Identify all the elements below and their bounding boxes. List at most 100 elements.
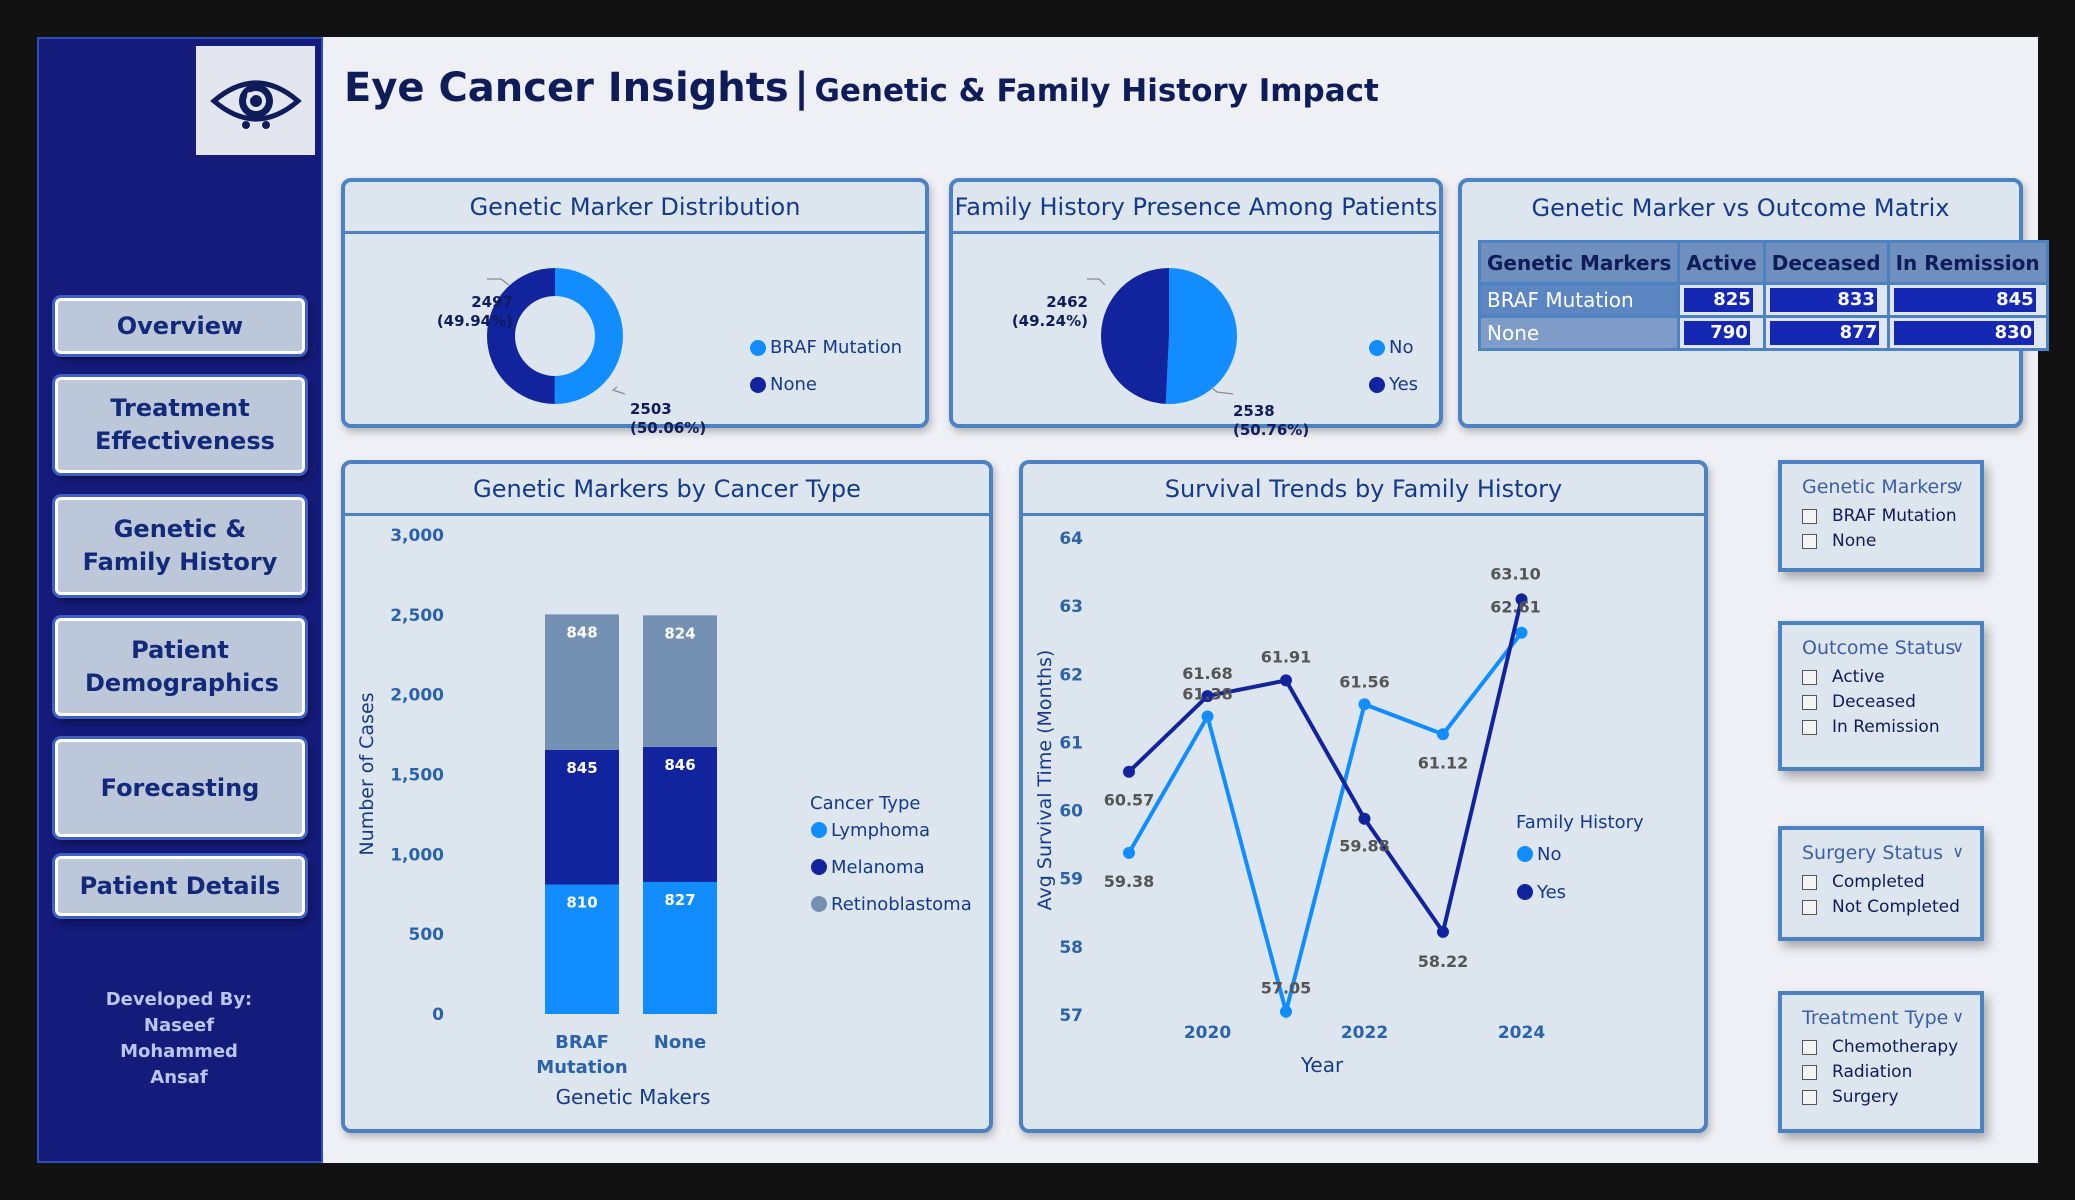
bar-data-label: 846 [664,756,695,774]
data-point[interactable] [1280,1005,1292,1018]
developer-name-1: Naseef [143,1015,215,1036]
checkbox[interactable] [1802,899,1817,915]
checkbox[interactable] [1802,508,1817,524]
legend-item-yes[interactable]: Yes [1536,882,1566,903]
nav-genetic-family-history[interactable]: Genetic & Family History [55,497,305,595]
slicer-title: Surgery Status [1802,842,1943,864]
bar-segment[interactable] [643,615,717,747]
checkbox[interactable] [1802,1039,1817,1055]
nav-overview[interactable]: Overview [55,298,305,354]
legend-braf[interactable]: BRAF Mutation [750,337,902,358]
legend-dot [811,896,827,912]
checkbox[interactable] [1802,694,1817,710]
data-point[interactable] [1123,846,1135,859]
data-point[interactable] [1280,674,1292,687]
slicer-option-active[interactable]: Active [1802,667,1885,687]
slicer-option-in-remission[interactable]: In Remission [1802,717,1940,737]
y-tick-label: 61 [1059,733,1083,753]
table-row[interactable]: BRAF Mutation 825 833 845 [1477,282,2049,318]
y-tick-label: 60 [1059,802,1083,822]
pie-slice-yes[interactable] [1101,268,1169,404]
data-point[interactable] [1437,925,1449,938]
series-line-yes[interactable] [1127,598,1524,937]
nav-demographics-label: Patient Demographics [85,636,279,697]
legend-dot [750,339,766,356]
nav-forecasting[interactable]: Forecasting [55,739,305,837]
family-history-pie-chart [1087,268,1237,404]
y-tick-label: 1,500 [390,766,444,786]
chevron-down-icon[interactable]: ∨ [1952,1007,1964,1026]
checkbox[interactable] [1802,1064,1817,1080]
matrix-header-genetic-markers[interactable]: Genetic Markers [1477,240,1681,285]
nav-forecasting-label: Forecasting [100,773,260,802]
pie-label-no: 2538 (50.76%) [1233,402,1310,439]
checkbox[interactable] [1802,533,1817,549]
matrix-databar: 830 [1893,321,2035,345]
bar-segment[interactable] [545,749,619,885]
slicer-option-radiation[interactable]: Radiation [1802,1062,1912,1082]
table-row[interactable]: None 790 877 830 [1477,315,2049,351]
donut-slice-none[interactable] [487,268,555,404]
data-point[interactable] [1123,765,1135,778]
slicer-option-braf[interactable]: BRAF Mutation [1802,506,1957,526]
matrix-header-active[interactable]: Active [1677,240,1766,285]
slicer-option-completed[interactable]: Completed [1802,872,1925,892]
nav-patient-demographics[interactable]: Patient Demographics [55,618,305,716]
slicer-option-deceased[interactable]: Deceased [1802,692,1916,712]
matrix-row-label: None [1477,315,1681,351]
data-point[interactable] [1201,690,1214,703]
bar-segment[interactable] [643,881,717,1014]
checkbox[interactable] [1802,874,1817,890]
bar-segment[interactable] [545,614,619,750]
legend-item-retinoblastoma[interactable]: Retinoblastoma [831,894,972,915]
checkbox[interactable] [1802,719,1817,735]
slicer-outcome-status: Outcome Status ∨ Active Deceased In Remi… [1778,621,1984,771]
data-point[interactable] [1201,710,1214,723]
data-point[interactable] [1437,728,1449,741]
nav-patient-details[interactable]: Patient Details [55,856,305,916]
legend-none[interactable]: None [750,374,817,395]
nav-treatment-effectiveness[interactable]: Treatment Effectiveness [55,377,305,473]
data-point[interactable] [1515,593,1528,606]
data-label: 59.88 [1339,837,1390,856]
donut-slice-braf[interactable] [554,268,624,404]
chevron-down-icon[interactable]: ∨ [1952,476,1964,495]
eye-icon [209,80,302,129]
bar-segment[interactable] [643,746,717,882]
bar-data-label: 848 [566,623,597,641]
pie-slice-no[interactable] [1165,268,1237,404]
legend-yes[interactable]: Yes [1369,374,1418,395]
checkbox[interactable] [1802,1089,1817,1105]
legend-item-lymphoma[interactable]: Lymphoma [831,820,930,841]
data-label: 59.38 [1104,872,1155,891]
chevron-down-icon[interactable]: ∨ [1952,637,1964,656]
data-point[interactable] [1358,698,1371,711]
developer-name-3: Ansaf [150,1067,208,1088]
slicer-option-not-completed[interactable]: Not Completed [1802,897,1960,917]
series-line-no[interactable] [1127,631,1524,1020]
legend-item-no[interactable]: No [1537,844,1561,865]
developer-credit: Developed By: Naseef Mohammed Ansaf [39,987,319,1091]
slicer-title: Treatment Type [1802,1007,1949,1029]
slicer-treatment-type: Treatment Type ∨ Chemotherapy Radiation … [1778,991,1984,1133]
data-point[interactable] [1358,812,1371,825]
slicer-option-chemotherapy[interactable]: Chemotherapy [1802,1037,1958,1057]
data-label: 61.38 [1182,685,1233,704]
data-label: 60.57 [1104,791,1155,810]
matrix-databar: 833 [1769,288,1877,312]
slicer-option-surgery[interactable]: Surgery [1802,1087,1899,1107]
data-label: 61.12 [1418,753,1469,772]
developer-name-2: Mohammed [120,1041,238,1062]
matrix-header-deceased[interactable]: Deceased [1762,240,1890,285]
legend-item-melanoma[interactable]: Melanoma [831,857,925,878]
slicer-option-none[interactable]: None [1802,531,1876,551]
bar-segment[interactable] [545,884,619,1014]
leader-line-none [487,278,510,286]
legend-no[interactable]: No [1369,337,1413,358]
data-point[interactable] [1515,626,1528,639]
checkbox[interactable] [1802,669,1817,685]
chevron-down-icon[interactable]: ∨ [1952,842,1964,861]
card-title: Genetic Marker vs Outcome Matrix [1531,194,1950,222]
matrix-header-in-remission[interactable]: In Remission [1886,240,2049,285]
data-label: 63.10 [1490,564,1541,583]
